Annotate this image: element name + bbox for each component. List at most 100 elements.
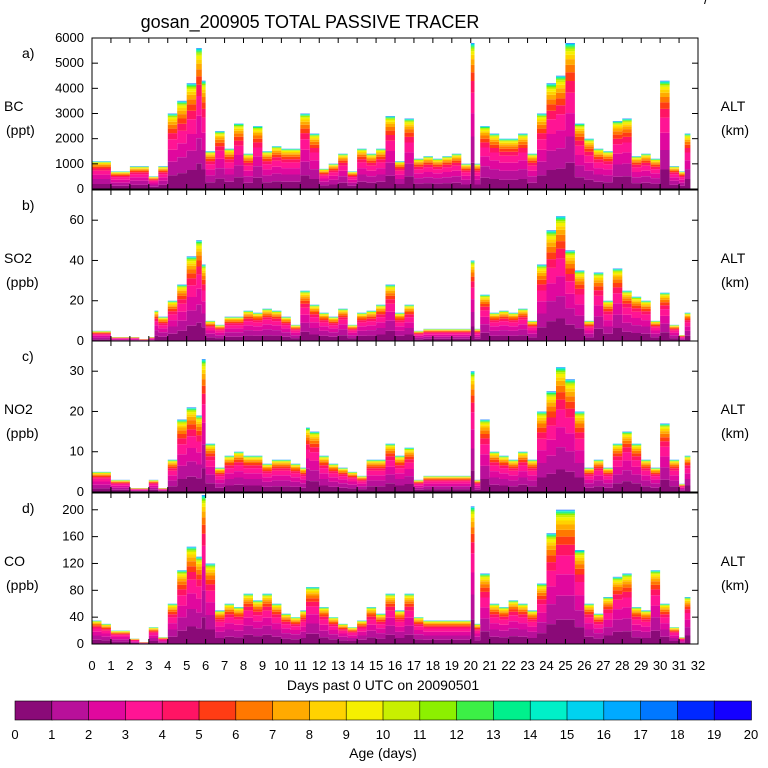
x-tick-label: 24 xyxy=(539,658,553,673)
y-tick-label: 1000 xyxy=(55,156,84,171)
colorbar-swatch xyxy=(529,700,568,721)
x-tick-label: 19 xyxy=(445,658,459,673)
age-band-0-so2 xyxy=(92,318,691,341)
panel-letter: b) xyxy=(22,197,34,213)
age-band-10-co xyxy=(92,501,691,643)
x-tick-label: 13 xyxy=(331,658,345,673)
age-band-0-no2 xyxy=(92,468,691,492)
colorbar-swatch xyxy=(382,700,421,721)
colorbar-swatch xyxy=(272,700,311,721)
age-band-12-co xyxy=(92,498,691,642)
y-tick-label: 3000 xyxy=(55,106,84,121)
age-band-11-co xyxy=(92,499,691,643)
age-band-1-so2 xyxy=(92,296,691,341)
y-tick-label: 30 xyxy=(70,363,84,378)
colorbar-swatch xyxy=(161,700,200,721)
panel-no2: 0 10 20 30 c) NO2 (ppb) ALT (km) xyxy=(4,340,749,499)
x-tick-label: 9 xyxy=(259,658,266,673)
y-tick-label: 0 xyxy=(77,181,84,196)
x-tick-label: 6 xyxy=(202,658,209,673)
x-tick-label: 20 xyxy=(464,658,478,673)
altitude-label: ALT xyxy=(721,250,746,266)
y-tick-label: 2000 xyxy=(55,131,84,146)
x-tick-label: 26 xyxy=(577,658,591,673)
age-band-14-co xyxy=(92,496,691,642)
x-tick-label: 30 xyxy=(653,658,667,673)
x-tick-label: 23 xyxy=(520,658,534,673)
x-tick-label: 32 xyxy=(691,658,705,673)
colorbar-swatch xyxy=(677,700,716,721)
x-tick-label: 12 xyxy=(312,658,326,673)
y-tick-label: 60 xyxy=(70,212,84,227)
x-tick-label: 18 xyxy=(426,658,440,673)
species-unit: (ppt) xyxy=(6,122,35,138)
x-tick-label: 17 xyxy=(407,658,421,673)
colorbar-tick-label: 12 xyxy=(449,727,463,742)
colorbar-tick-label: 3 xyxy=(122,727,129,742)
colorbar-swatch xyxy=(14,700,53,721)
y-tick-label: 40 xyxy=(70,252,84,267)
x-tick-label: 3 xyxy=(145,658,152,673)
colorbar-swatch xyxy=(235,700,274,721)
chart-title: gosan_200905 TOTAL PASSIVE TRACER xyxy=(141,12,480,33)
colorbar-tick-label: 5 xyxy=(195,727,202,742)
age-band-6-co xyxy=(92,517,691,643)
x-tick-label: 7 xyxy=(221,658,228,673)
colorbar-tick-label: 9 xyxy=(343,727,350,742)
age-band-4-co xyxy=(92,533,691,643)
species-label: CO xyxy=(4,553,25,569)
colorbar-tick-label: 2 xyxy=(85,727,92,742)
colorbar-tick-label: 18 xyxy=(670,727,684,742)
y-tick-label: 160 xyxy=(62,529,84,544)
species-unit: (ppb) xyxy=(6,577,39,593)
colorbar-tick-label: 17 xyxy=(633,727,647,742)
colorbar-tick-label: 19 xyxy=(707,727,721,742)
altitude-unit: (km) xyxy=(721,274,749,290)
age-band-5-co xyxy=(92,524,691,643)
colorbar-tick-label: 1 xyxy=(48,727,55,742)
y-tick-label: 0 xyxy=(77,484,84,499)
altitude-unit: (km) xyxy=(721,577,749,593)
y-tick-label: 40 xyxy=(70,609,84,624)
x-tick-label: 0 xyxy=(88,658,95,673)
x-tick-label: 16 xyxy=(388,658,402,673)
age-band-13-co xyxy=(92,497,691,642)
colorbar: 0 1 2 3 4 5 6 7 8 9 10 11 12 13 14 15 16 17 18 19 20 xyxy=(11,700,758,742)
corner-mark: / xyxy=(704,0,708,7)
colorbar-swatch xyxy=(566,700,605,721)
altitude-unit: (km) xyxy=(721,122,749,138)
colorbar-tick-label: 20 xyxy=(744,727,758,742)
panel-bc: 0 1000 2000 3000 4000 5000 6000 a) BC (ppt) ALT (km… xyxy=(4,30,749,196)
colorbar-tick-label: 7 xyxy=(269,727,276,742)
colorbar-swatch xyxy=(640,700,679,721)
age-band-2-co xyxy=(92,566,691,644)
panel-co: 0 40 80 120 160 200 d) CO (ppb) ALT (km) xyxy=(4,492,749,651)
colorbar-swatch xyxy=(345,700,384,721)
colorbar-tick-label: 10 xyxy=(376,727,390,742)
y-tick-label: 80 xyxy=(70,582,84,597)
age-band-1-no2 xyxy=(92,444,691,492)
y-tick-label: 4000 xyxy=(55,80,84,95)
y-tick-label: 6000 xyxy=(55,30,84,45)
colorbar-tick-label: 15 xyxy=(560,727,574,742)
colorbar-tick-label: 4 xyxy=(159,727,166,742)
altitude-label: ALT xyxy=(721,401,746,417)
panel-so2: 0 20 40 60 b) SO2 (ppb) ALT (km) xyxy=(4,189,749,348)
colorbar-swatch xyxy=(51,700,90,721)
species-label: NO2 xyxy=(4,401,33,417)
species-unit: (ppb) xyxy=(6,425,39,441)
age-band-7-co xyxy=(92,511,691,643)
y-tick-label: 20 xyxy=(70,403,84,418)
colorbar-swatch xyxy=(88,700,127,721)
x-tick-label: 29 xyxy=(634,658,648,673)
y-tick-label: 120 xyxy=(62,555,84,570)
y-tick-label: 20 xyxy=(70,293,84,308)
species-label: SO2 xyxy=(4,250,32,266)
colorbar-swatch xyxy=(309,700,347,721)
age-band-2-no2 xyxy=(92,422,691,491)
age-band-0-co xyxy=(92,617,691,644)
colorbar-label: Age (days) xyxy=(349,745,417,761)
x-tick-label: 8 xyxy=(240,658,247,673)
age-band-4-no2 xyxy=(92,393,691,490)
